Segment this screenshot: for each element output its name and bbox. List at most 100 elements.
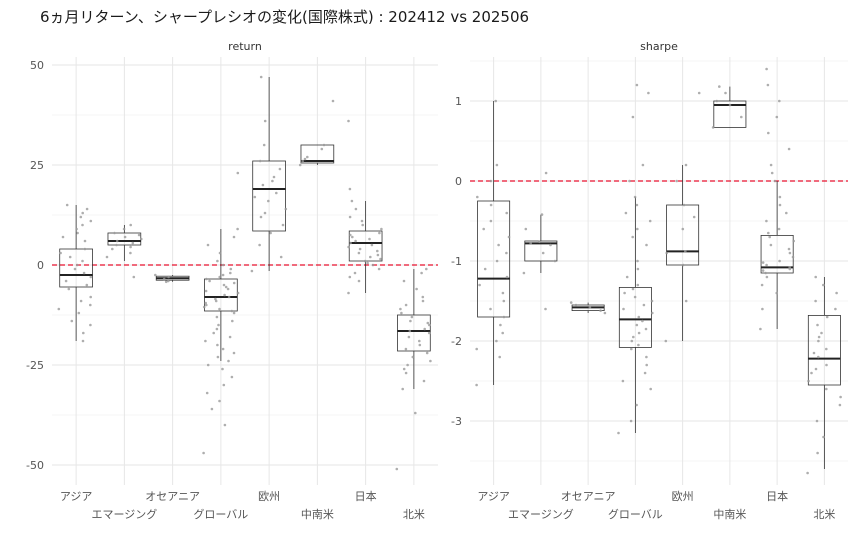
data-point (647, 91, 650, 95)
data-point (425, 267, 428, 271)
data-point (208, 279, 211, 283)
data-point (787, 147, 791, 151)
data-point (154, 273, 157, 277)
data-point (760, 283, 764, 287)
data-point (167, 275, 170, 279)
data-point (636, 259, 639, 263)
data-point (407, 335, 411, 339)
data-point (89, 295, 92, 299)
data-point (778, 203, 782, 207)
data-point (113, 231, 116, 235)
box-body (618, 286, 652, 348)
data-point (263, 119, 267, 123)
data-point (250, 269, 254, 273)
data-point (349, 233, 352, 237)
data-point (376, 249, 379, 253)
data-point (59, 251, 62, 255)
data-point (505, 275, 509, 279)
data-point (773, 179, 777, 183)
data-point (164, 280, 168, 284)
data-point (629, 419, 633, 423)
data-point (221, 347, 225, 351)
data-point (788, 266, 791, 269)
data-point (212, 331, 215, 335)
data-point (371, 263, 375, 267)
data-point (505, 251, 508, 255)
data-point (621, 379, 625, 383)
y-tick-label: -2 (451, 335, 462, 348)
data-point (624, 211, 628, 215)
data-point (645, 243, 648, 247)
data-point (665, 251, 668, 255)
data-point (489, 203, 493, 207)
data-point (347, 119, 350, 123)
data-point (64, 279, 68, 283)
x-tick-label: エマージング (91, 507, 157, 521)
data-point (692, 215, 696, 219)
data-point (838, 403, 842, 407)
data-point (215, 315, 219, 319)
data-point (421, 299, 425, 303)
data-point (79, 299, 83, 303)
data-point (765, 263, 768, 267)
data-point (718, 85, 721, 88)
data-point (475, 347, 479, 351)
data-point (284, 207, 288, 211)
data-point (814, 367, 818, 371)
data-point (232, 351, 236, 355)
data-point (298, 163, 302, 167)
box-body (59, 248, 93, 288)
data-point (664, 339, 668, 343)
data-point (599, 309, 602, 312)
data-point (835, 291, 838, 295)
data-point (524, 227, 528, 231)
data-point (115, 239, 119, 243)
data-point (817, 335, 821, 339)
data-point (301, 159, 305, 163)
data-point (769, 243, 773, 247)
data-point (402, 367, 406, 371)
x-tick-label: オセアニア (561, 490, 616, 503)
data-point (331, 99, 335, 103)
data-point (131, 241, 135, 245)
data-point (218, 399, 221, 403)
data-point (765, 67, 768, 71)
data-point (89, 219, 93, 223)
data-point (636, 267, 640, 271)
data-point (263, 211, 267, 215)
data-point (816, 323, 819, 327)
data-point (408, 329, 412, 333)
data-point (648, 219, 652, 223)
data-point (85, 283, 89, 287)
data-point (792, 239, 795, 243)
y-tick-label: -50 (26, 459, 44, 472)
box-body (477, 200, 511, 318)
data-point (73, 267, 77, 271)
data-point (129, 223, 132, 227)
data-point (682, 263, 685, 267)
data-point (236, 171, 240, 175)
data-point (275, 191, 278, 195)
data-point (761, 261, 765, 264)
data-point (495, 339, 498, 343)
data-point (366, 261, 369, 265)
data-point (724, 91, 727, 95)
data-point (681, 227, 685, 231)
data-point (206, 363, 210, 367)
data-point (544, 171, 548, 175)
data-point (778, 99, 781, 103)
data-point (81, 223, 84, 227)
data-point (363, 259, 367, 263)
data-point (222, 283, 226, 287)
data-point (806, 471, 809, 475)
data-point (820, 331, 823, 335)
box-body (807, 314, 841, 386)
data-point (404, 347, 408, 351)
data-point (476, 195, 479, 199)
data-point (768, 235, 771, 239)
data-point (770, 171, 774, 175)
data-point (788, 251, 792, 255)
data-point (348, 275, 352, 279)
data-point (204, 301, 207, 305)
